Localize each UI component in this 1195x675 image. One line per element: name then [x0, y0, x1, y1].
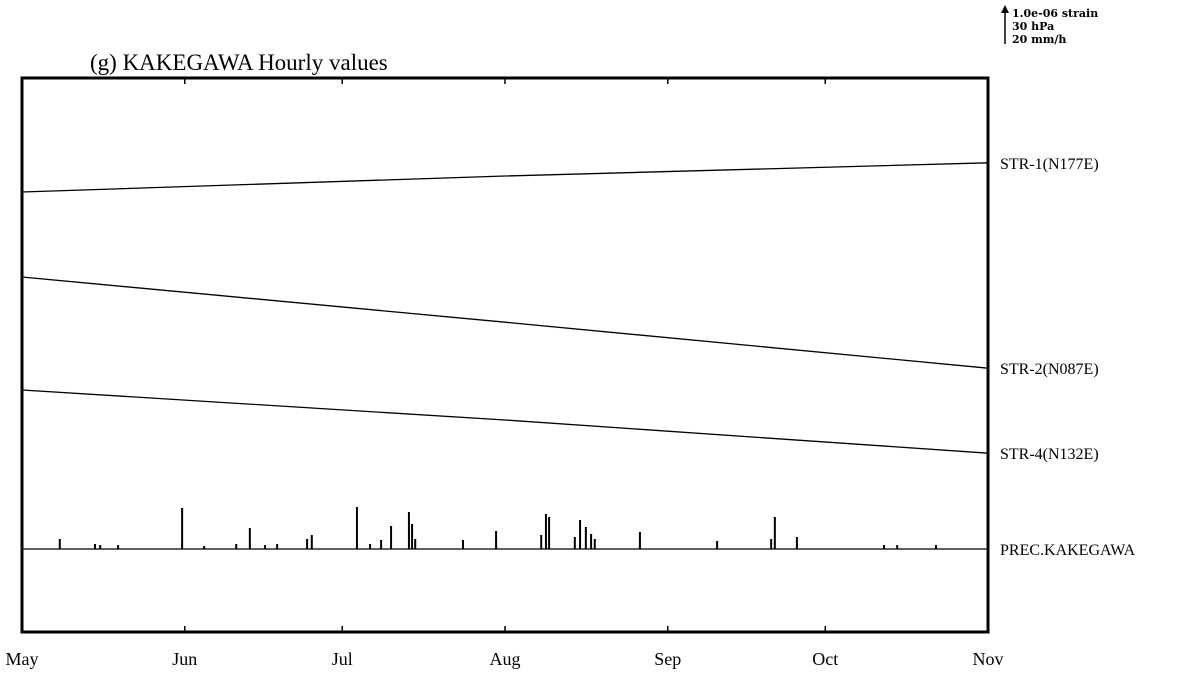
scale-label: 20 mm/h: [1012, 33, 1066, 46]
precip-bar: [495, 531, 498, 549]
trace-line: [21, 162, 989, 193]
precip-bar: [883, 545, 886, 549]
precip-bar: [407, 512, 410, 549]
precip-bar: [540, 535, 543, 549]
scale-bar: 1.0e-06 strain 30 hPa 20 mm/h: [1001, 5, 1098, 46]
trace-line: [21, 276, 989, 369]
precip-bar: [548, 517, 551, 549]
precip-bar: [276, 544, 279, 549]
series-label: STR-1(N177E): [1000, 156, 1099, 173]
precip-bar: [203, 546, 206, 549]
precip-bar: [935, 545, 938, 549]
precip-bar: [306, 539, 309, 549]
precip-bar: [579, 520, 582, 549]
x-tick-label: Sep: [654, 649, 681, 669]
trace-line: [21, 389, 989, 454]
precip-bar: [355, 507, 358, 549]
precip-bar: [593, 539, 596, 549]
x-tick-label: Aug: [490, 649, 521, 669]
x-tick-label: Jun: [172, 649, 197, 669]
precip-bar: [99, 545, 102, 549]
x-tick-label: May: [6, 649, 39, 669]
precip-bar: [93, 544, 96, 549]
precip-bar: [584, 527, 587, 549]
precip-bar: [264, 545, 267, 549]
chart-title: (g) KAKEGAWA Hourly values: [90, 50, 388, 75]
precip-bar: [573, 537, 576, 549]
series-label: STR-4(N132E): [1000, 446, 1099, 463]
precip-bar: [544, 514, 547, 549]
precip-bar: [638, 532, 641, 549]
precip-bar: [380, 540, 383, 549]
x-tick-label: Oct: [812, 649, 838, 669]
precip-bar: [411, 524, 414, 549]
precip-bar: [773, 517, 776, 549]
precip-bar: [590, 534, 593, 549]
scale-label: 1.0e-06 strain: [1012, 7, 1098, 20]
precip-bar: [414, 539, 417, 549]
precip-bar: [235, 544, 238, 549]
precip-bar: [181, 508, 184, 549]
scale-label: 30 hPa: [1012, 20, 1054, 33]
precip-bar: [462, 540, 464, 549]
precip-bar: [896, 545, 899, 549]
series-label: STR-2(N087E): [1000, 361, 1099, 378]
precip-bar: [58, 539, 61, 549]
precip-bar: [369, 544, 372, 549]
precip-bar: [795, 537, 798, 549]
series-label: PREC.KAKEGAWA: [1000, 542, 1136, 559]
precip-bar: [390, 526, 393, 549]
scale-bar-arrow: [1001, 5, 1009, 13]
x-tick-label: Nov: [973, 649, 1004, 669]
x-tick-label: Jul: [332, 649, 353, 669]
precip-bar: [248, 528, 251, 549]
precip-bar: [716, 541, 719, 549]
precip-bar: [310, 535, 313, 549]
precip-bar: [770, 539, 773, 549]
precip-bar: [117, 545, 120, 549]
